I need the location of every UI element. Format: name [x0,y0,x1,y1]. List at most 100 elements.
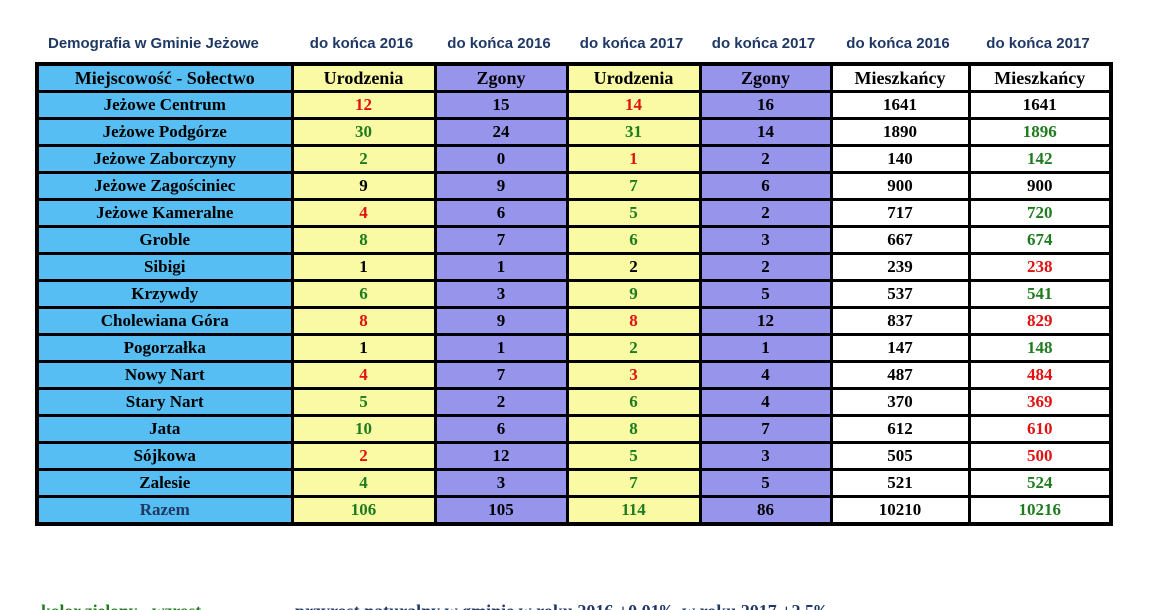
value-cell: 31 [565,117,702,147]
period-label-deaths-2016: do końca 2016 [447,34,551,52]
value-cell: 106 [290,495,437,526]
value-cell: 3 [698,441,833,471]
value-cell: 30 [290,117,437,147]
value-cell: 369 [967,387,1113,417]
row-name: Jeżowe Kameralne [35,198,294,228]
value-cell: 500 [967,441,1113,471]
value-cell: 1 [433,333,569,363]
value-cell: 2 [698,252,833,282]
value-cell: 10 [290,414,437,444]
column-header-births-2017: Urodzenia [565,62,702,93]
value-cell: 7 [565,171,702,201]
value-cell: 12 [290,90,437,120]
period-label-population-2016: do końca 2016 [846,34,950,52]
value-cell: 24 [433,117,569,147]
row-name: Razem [35,495,294,526]
table-row: Jeżowe Zaborczyny 2 0 1 2 140 142 [35,144,1113,174]
table-row: Nowy Nart 4 7 3 4 487 484 [35,360,1113,390]
value-cell: 7 [698,414,833,444]
value-cell: 521 [829,468,971,498]
value-cell: 1 [290,333,437,363]
value-cell: 12 [698,306,833,336]
row-name: Jeżowe Podgórze [35,117,294,147]
value-cell: 720 [967,198,1113,228]
value-cell: 1 [433,252,569,282]
row-name: Nowy Nart [35,360,294,390]
color-legend: kolor zielony - wzrost kolor czerwony - … [41,541,223,610]
value-cell: 1890 [829,117,971,147]
value-cell: 1641 [829,90,971,120]
value-cell: 7 [565,468,702,498]
table-row: Sibigi 1 1 2 2 239 238 [35,252,1113,282]
value-cell: 8 [565,414,702,444]
table-row: Jeżowe Kameralne 4 6 5 2 717 720 [35,198,1113,228]
value-cell: 6 [433,198,569,228]
value-cell: 524 [967,468,1113,498]
table-row: Zalesie 4 3 7 5 521 524 [35,468,1113,498]
value-cell: 105 [433,495,569,526]
page-title: Demografia w Gminie Jeżowe [48,34,259,52]
period-label-births-2017: do końca 2017 [579,34,684,52]
value-cell: 6 [290,279,437,309]
value-cell: 3 [698,225,833,255]
value-cell: 2 [698,198,833,228]
value-cell: 7 [433,360,569,390]
table-row: Stary Nart 5 2 6 4 370 369 [35,387,1113,417]
value-cell: 7 [433,225,569,255]
value-cell: 15 [433,90,569,120]
value-cell: 8 [290,306,437,336]
value-cell: 1641 [967,90,1113,120]
value-cell: 5 [565,198,702,228]
value-cell: 4 [290,468,437,498]
row-name: Krzywdy [35,279,294,309]
value-cell: 3 [565,360,702,390]
row-name: Jeżowe Centrum [35,90,294,120]
value-cell: 8 [565,306,702,336]
value-cell: 1 [565,144,702,174]
table-row: Sójkowa 2 12 5 3 505 500 [35,441,1113,471]
value-cell: 10216 [967,495,1113,526]
value-cell: 14 [698,117,833,147]
value-cell: 6 [698,171,833,201]
table-row: Cholewiana Góra 8 9 8 12 837 829 [35,306,1113,336]
value-cell: 2 [290,144,437,174]
summary-notes: przyrost naturalny w gminie w roku 2016 … [295,541,832,610]
value-cell: 9 [433,306,569,336]
column-header-deaths-2017: Zgony [698,62,833,93]
value-cell: 612 [829,414,971,444]
column-header-population-2016: Mieszkańcy [829,62,971,93]
row-name: Stary Nart [35,387,294,417]
row-name: Sibigi [35,252,294,282]
table-row: Krzywdy 6 3 9 5 537 541 [35,279,1113,309]
value-cell: 667 [829,225,971,255]
value-cell: 148 [967,333,1113,363]
column-header-deaths-2016: Zgony [433,62,569,93]
row-name: Zalesie [35,468,294,498]
table-period-header: Demografia w Gminie Jeżowe do końca 2016… [35,30,1109,56]
row-name: Jeżowe Zaborczyny [35,144,294,174]
row-name: Cholewiana Góra [35,306,294,336]
note-natural-increase: przyrost naturalny w gminie w roku 2016 … [295,597,832,610]
value-cell: 1 [290,252,437,282]
value-cell: 147 [829,333,971,363]
value-cell: 717 [829,198,971,228]
value-cell: 900 [829,171,971,201]
period-label-births-2016: do końca 2016 [309,34,414,52]
value-cell: 2 [565,333,702,363]
value-cell: 829 [967,306,1113,336]
period-label-deaths-2017: do końca 2017 [711,34,816,52]
value-cell: 114 [565,495,702,526]
column-header-population-2017: Mieszkańcy [967,62,1113,93]
value-cell: 9 [290,171,437,201]
value-cell: 142 [967,144,1113,174]
row-name: Jeżowe Zagościniec [35,171,294,201]
value-cell: 4 [290,360,437,390]
value-cell: 1896 [967,117,1113,147]
row-name: Pogorzałka [35,333,294,363]
legend-green-growth: kolor zielony - wzrost [41,597,223,610]
value-cell: 9 [433,171,569,201]
value-cell: 5 [290,387,437,417]
value-cell: 2 [433,387,569,417]
table-row: Jeżowe Centrum 12 15 14 16 1641 1641 [35,90,1113,120]
